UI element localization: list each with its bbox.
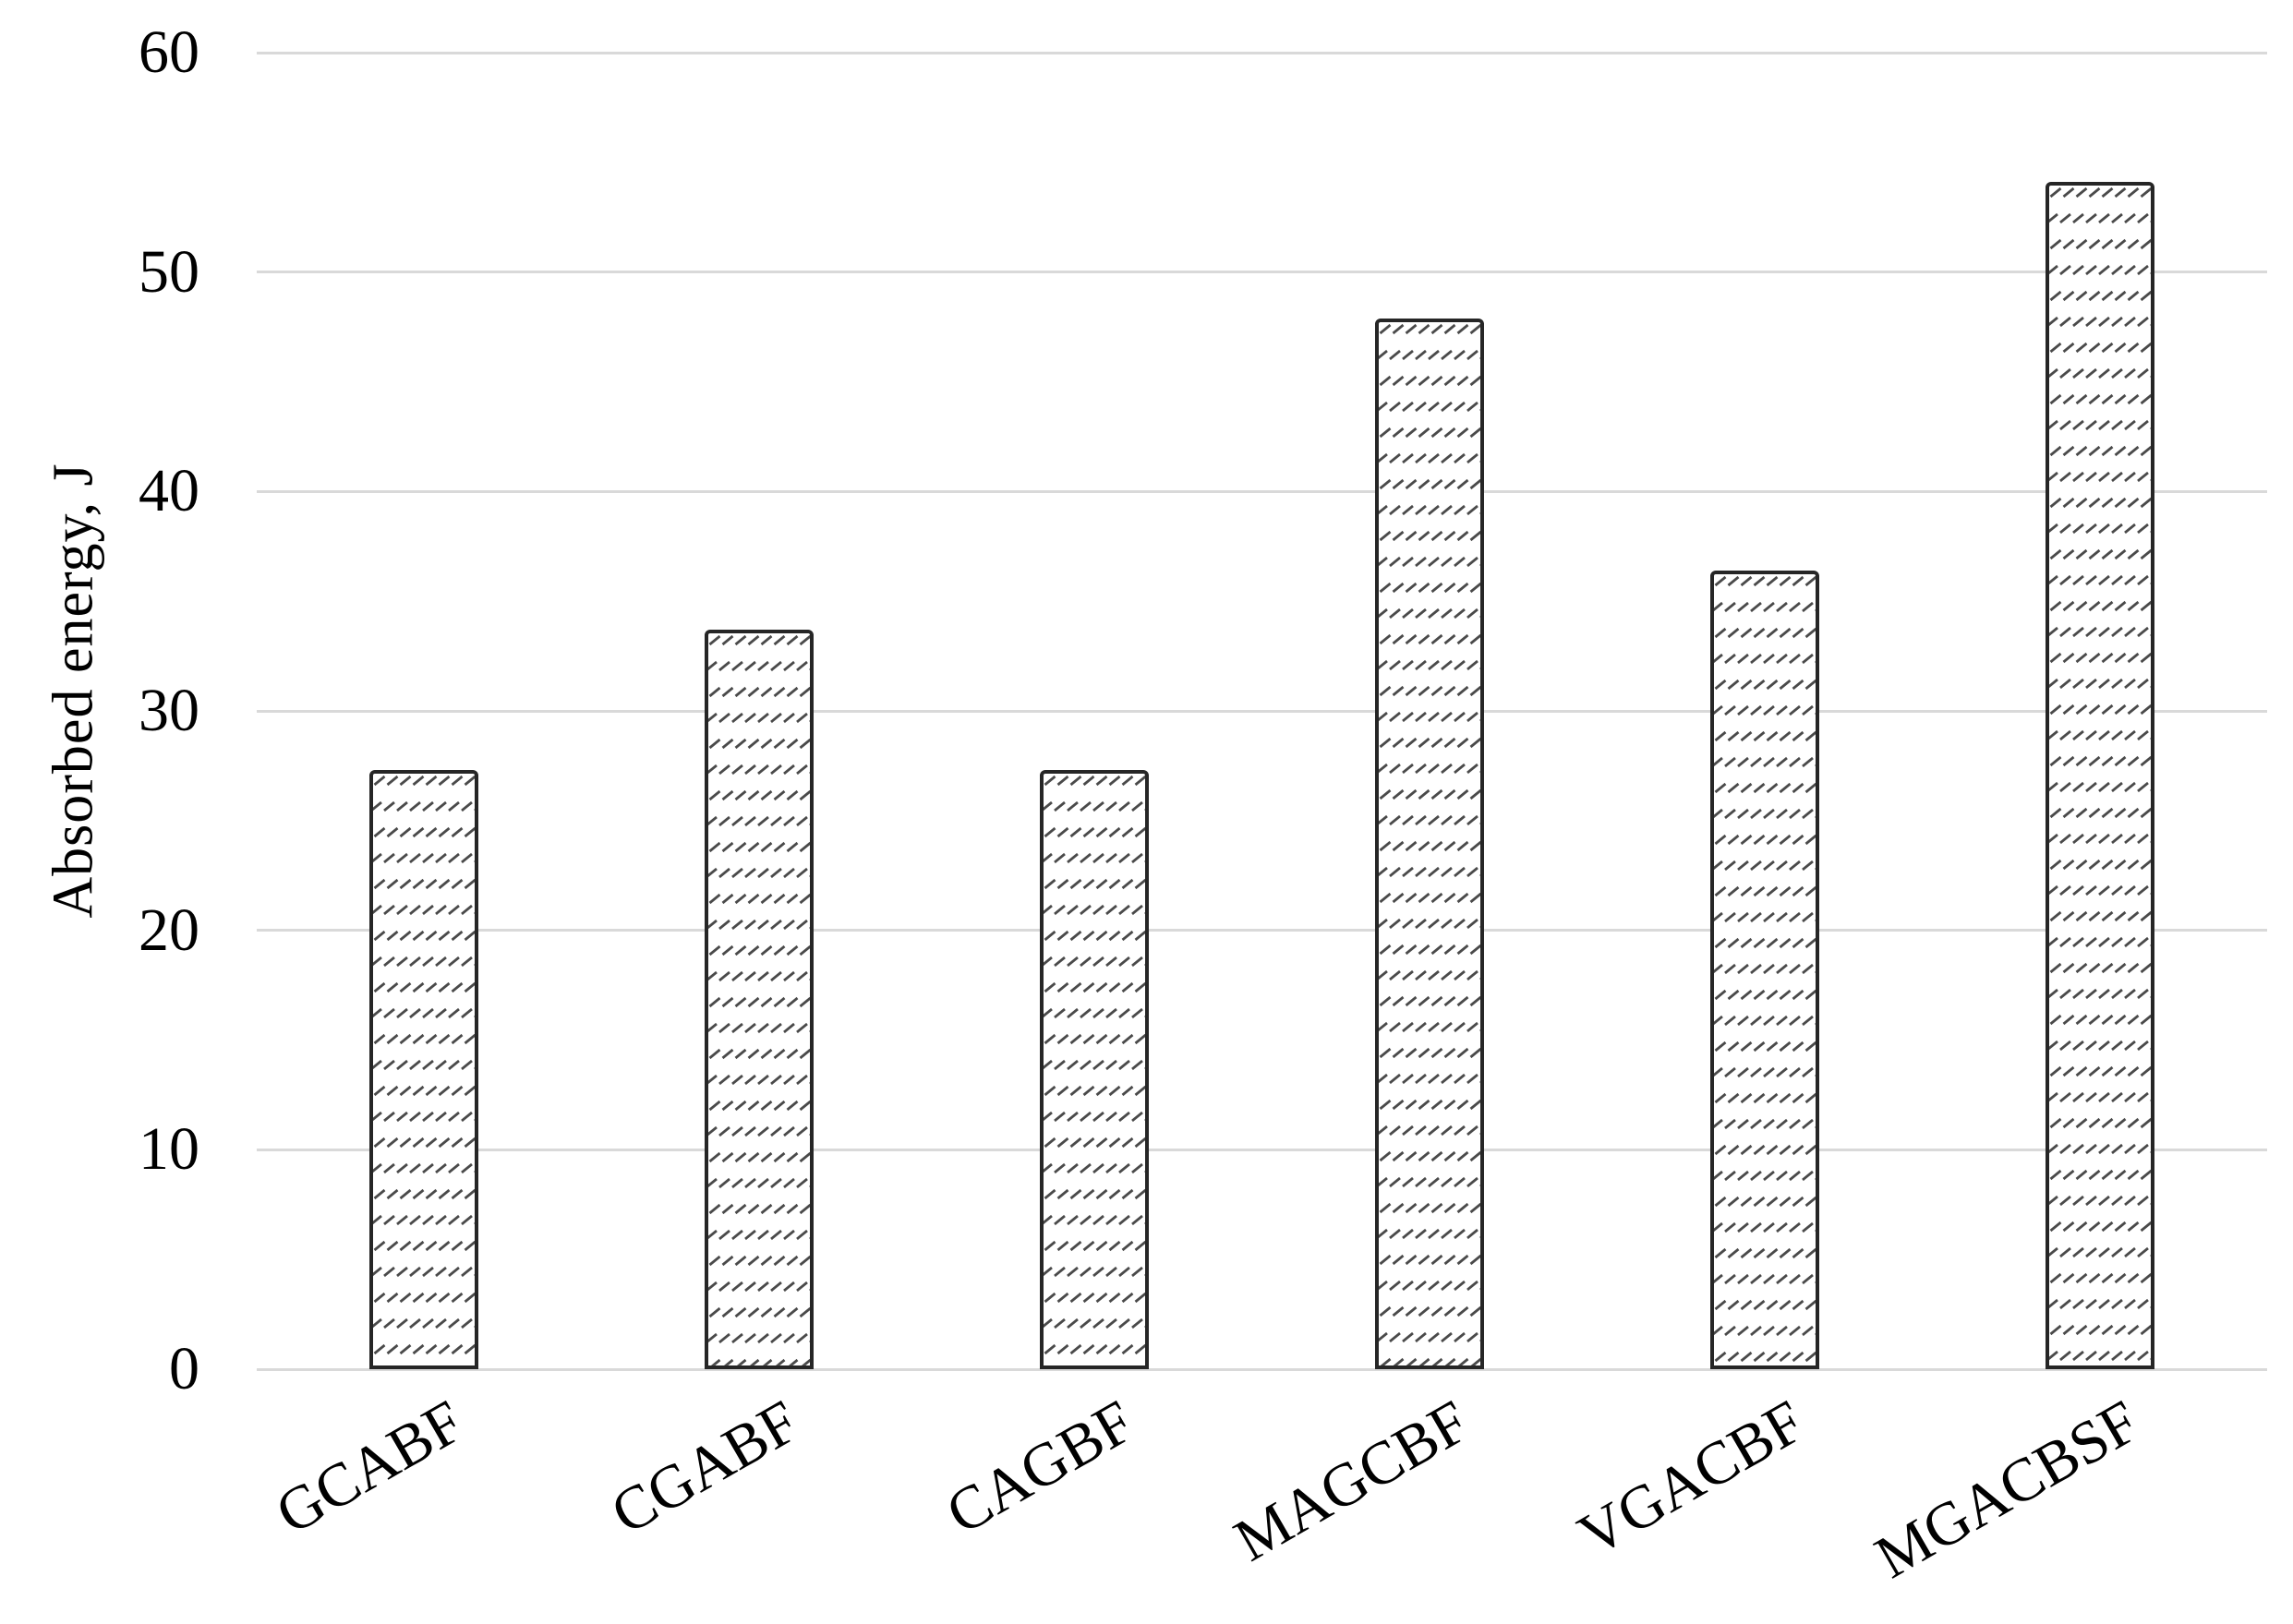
- bar: [1040, 770, 1150, 1369]
- bar: [1709, 570, 1819, 1369]
- bar: [2045, 182, 2154, 1369]
- bar-hatch-pattern: [373, 774, 476, 1365]
- bar-hatch-pattern: [1044, 774, 1146, 1365]
- y-tick-label: 50: [139, 237, 199, 306]
- y-tick-label: 40: [139, 457, 199, 525]
- bar-hatch-pattern: [1713, 573, 1816, 1365]
- y-tick-label: 30: [139, 677, 199, 744]
- gridline: [257, 1367, 2267, 1371]
- bar: [369, 770, 479, 1369]
- gridline: [257, 1148, 2267, 1151]
- gridline: [257, 929, 2267, 932]
- bar: [1374, 318, 1484, 1369]
- x-category-label: MAGCBF: [1224, 1387, 1480, 1575]
- gridline: [257, 51, 2267, 54]
- y-tick-label: 20: [139, 896, 199, 964]
- y-tick-label: 0: [169, 1335, 199, 1402]
- bar-hatch-pattern: [708, 633, 811, 1365]
- x-category-label: CGABF: [600, 1387, 811, 1548]
- y-tick-label: 10: [139, 1115, 199, 1184]
- x-category-label: CAGBF: [935, 1387, 1146, 1548]
- x-category-label: GCABF: [265, 1387, 476, 1548]
- x-category-label: MGACBSF: [1864, 1387, 2151, 1592]
- bar: [705, 630, 815, 1369]
- x-category-label: VGACBF: [1567, 1387, 1816, 1570]
- gridline: [257, 271, 2267, 274]
- bar-hatch-pattern: [2048, 186, 2151, 1365]
- gridline: [257, 489, 2267, 493]
- y-tick-label: 60: [139, 18, 199, 86]
- bar-hatch-pattern: [1378, 321, 1480, 1365]
- gridline: [257, 709, 2267, 713]
